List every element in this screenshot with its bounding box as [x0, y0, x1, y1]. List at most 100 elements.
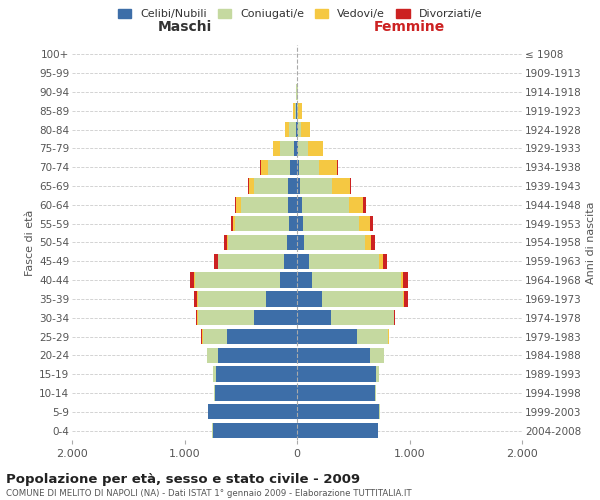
Bar [379, 254, 383, 269]
Bar [297, 404, 379, 419]
Bar [310, 254, 379, 269]
Bar [241, 197, 288, 212]
Bar [297, 348, 370, 363]
Bar [207, 348, 218, 363]
Bar [235, 216, 289, 232]
Bar [302, 197, 349, 212]
Bar [297, 423, 378, 438]
Bar [297, 178, 301, 194]
Bar [233, 216, 235, 232]
Bar [235, 197, 236, 212]
Bar [319, 160, 337, 175]
Bar [376, 366, 379, 382]
Bar [298, 103, 302, 118]
Bar [214, 254, 218, 269]
Bar [287, 235, 297, 250]
Bar [370, 348, 383, 363]
Bar [297, 329, 356, 344]
Bar [364, 197, 365, 212]
Bar [280, 272, 297, 288]
Y-axis label: Anni di nascita: Anni di nascita [586, 201, 596, 284]
Bar [304, 235, 365, 250]
Bar [356, 329, 388, 344]
Bar [297, 310, 331, 326]
Bar [331, 310, 394, 326]
Bar [349, 197, 364, 212]
Bar [295, 103, 296, 118]
Bar [265, 291, 297, 306]
Bar [371, 235, 375, 250]
Bar [216, 366, 297, 382]
Bar [297, 291, 322, 306]
Bar [288, 197, 297, 212]
Bar [302, 216, 359, 232]
Bar [297, 140, 298, 156]
Bar [212, 423, 297, 438]
Bar [203, 329, 227, 344]
Bar [194, 291, 197, 306]
Bar [289, 216, 297, 232]
Text: COMUNE DI MELITO DI NAPOLI (NA) - Dati ISTAT 1° gennaio 2009 - Elaborazione TUTT: COMUNE DI MELITO DI NAPOLI (NA) - Dati I… [6, 489, 412, 498]
Bar [293, 140, 297, 156]
Bar [230, 216, 233, 232]
Bar [296, 122, 297, 138]
Bar [284, 254, 297, 269]
Bar [297, 216, 302, 232]
Bar [297, 386, 374, 400]
Bar [401, 272, 403, 288]
Bar [218, 348, 297, 363]
Bar [218, 254, 284, 269]
Bar [227, 329, 297, 344]
Bar [322, 291, 403, 306]
Bar [254, 310, 297, 326]
Bar [215, 386, 297, 400]
Bar [332, 178, 350, 194]
Bar [261, 160, 268, 175]
Bar [236, 197, 241, 212]
Bar [298, 122, 301, 138]
Text: Maschi: Maschi [157, 20, 212, 34]
Bar [383, 254, 387, 269]
Bar [297, 366, 376, 382]
Bar [365, 235, 371, 250]
Bar [297, 272, 311, 288]
Bar [404, 291, 408, 306]
Bar [229, 235, 287, 250]
Bar [280, 140, 293, 156]
Text: Popolazione per età, sesso e stato civile - 2009: Popolazione per età, sesso e stato civil… [6, 472, 360, 486]
Bar [274, 140, 280, 156]
Bar [299, 160, 319, 175]
Bar [194, 272, 280, 288]
Legend: Celibi/Nubili, Coniugati/e, Vedovi/e, Divorziati/e: Celibi/Nubili, Coniugati/e, Vedovi/e, Di… [115, 6, 485, 22]
Bar [394, 310, 395, 326]
Bar [214, 386, 215, 400]
Bar [370, 216, 373, 232]
Bar [224, 235, 227, 250]
Bar [311, 272, 401, 288]
Bar [293, 103, 295, 118]
Bar [196, 310, 197, 326]
Bar [403, 291, 404, 306]
Bar [359, 216, 370, 232]
Bar [227, 235, 229, 250]
Bar [288, 178, 297, 194]
Bar [248, 178, 254, 194]
Bar [289, 122, 296, 138]
Bar [297, 197, 302, 212]
Bar [297, 160, 299, 175]
Bar [198, 291, 265, 306]
Bar [208, 404, 297, 419]
Bar [297, 235, 304, 250]
Bar [403, 272, 409, 288]
Bar [301, 122, 310, 138]
Bar [268, 160, 290, 175]
Bar [254, 178, 288, 194]
Bar [284, 122, 289, 138]
Bar [190, 272, 194, 288]
Bar [198, 310, 254, 326]
Bar [308, 140, 323, 156]
Bar [301, 178, 332, 194]
Bar [212, 366, 216, 382]
Bar [297, 254, 310, 269]
Bar [374, 386, 376, 400]
